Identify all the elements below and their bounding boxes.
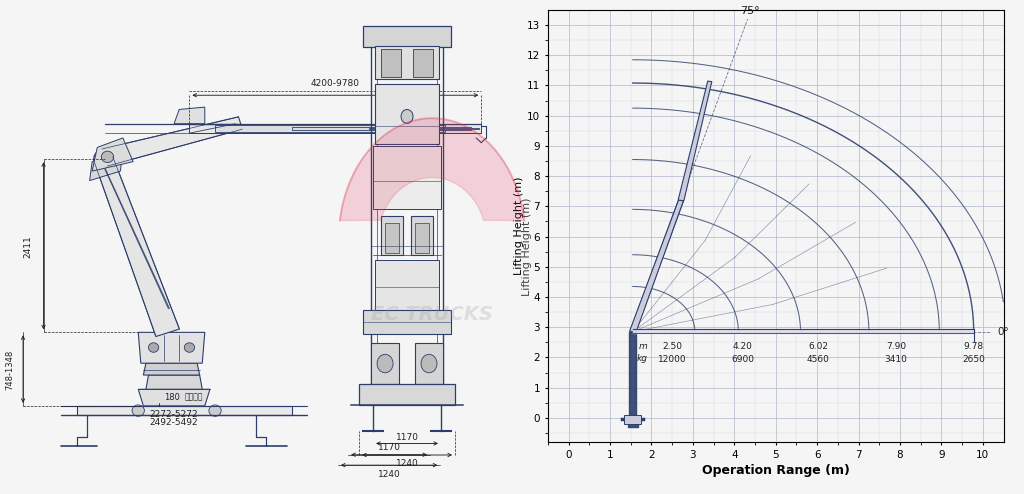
- Polygon shape: [143, 363, 200, 375]
- Text: 75°: 75°: [740, 6, 760, 16]
- Text: 1240: 1240: [395, 459, 419, 468]
- Text: 1170: 1170: [378, 443, 400, 452]
- Text: 1240: 1240: [378, 470, 400, 479]
- Text: kg: kg: [636, 354, 647, 363]
- Text: 6.02: 6.02: [808, 342, 828, 351]
- Text: 0°: 0°: [997, 327, 1009, 337]
- Polygon shape: [174, 107, 205, 124]
- Text: 4200-9780: 4200-9780: [311, 79, 359, 88]
- Text: 9.78: 9.78: [964, 342, 984, 351]
- Circle shape: [100, 155, 111, 164]
- Bar: [415, 343, 443, 384]
- Text: 180: 180: [164, 393, 180, 402]
- Y-axis label: Lifting Height (m): Lifting Height (m): [514, 177, 524, 275]
- Circle shape: [421, 354, 437, 373]
- Bar: [364, 310, 451, 333]
- Bar: [415, 223, 429, 253]
- Bar: [375, 260, 439, 310]
- Polygon shape: [101, 117, 243, 166]
- Polygon shape: [92, 138, 133, 171]
- Text: 2411: 2411: [24, 236, 33, 258]
- Polygon shape: [630, 200, 683, 332]
- Text: 3410: 3410: [885, 355, 907, 364]
- Polygon shape: [292, 126, 471, 130]
- Polygon shape: [215, 125, 445, 132]
- Bar: [413, 49, 433, 77]
- Polygon shape: [340, 118, 524, 220]
- Circle shape: [101, 151, 114, 163]
- Bar: [381, 216, 403, 255]
- Polygon shape: [138, 389, 210, 406]
- Bar: [371, 343, 399, 384]
- Text: 2650: 2650: [963, 355, 985, 364]
- Text: 6900: 6900: [731, 355, 754, 364]
- Bar: [373, 146, 441, 209]
- Bar: [377, 42, 437, 384]
- Bar: [385, 223, 399, 253]
- Bar: [375, 84, 439, 144]
- Polygon shape: [678, 81, 712, 201]
- Bar: [371, 33, 443, 394]
- Text: 大梁中心: 大梁中心: [184, 393, 203, 402]
- Text: 2272-5272: 2272-5272: [150, 410, 199, 419]
- Bar: [411, 216, 433, 255]
- Polygon shape: [138, 332, 205, 363]
- Polygon shape: [369, 128, 479, 129]
- Polygon shape: [94, 157, 179, 336]
- Text: 12000: 12000: [657, 355, 686, 364]
- Bar: [375, 46, 439, 80]
- Bar: [359, 384, 455, 405]
- Text: 1170: 1170: [395, 433, 419, 442]
- Polygon shape: [146, 375, 203, 389]
- Circle shape: [184, 343, 195, 352]
- Text: 2492-5492: 2492-5492: [150, 418, 199, 427]
- Text: 4560: 4560: [807, 355, 829, 364]
- Bar: [364, 26, 451, 47]
- Polygon shape: [189, 124, 481, 133]
- Text: m: m: [639, 342, 647, 351]
- Circle shape: [401, 110, 413, 124]
- Text: 2.50: 2.50: [663, 342, 682, 351]
- Circle shape: [209, 405, 221, 416]
- Polygon shape: [90, 152, 123, 181]
- Circle shape: [377, 354, 393, 373]
- Text: 7.90: 7.90: [886, 342, 906, 351]
- Circle shape: [94, 149, 117, 170]
- Circle shape: [148, 343, 159, 352]
- X-axis label: Operation Range (m): Operation Range (m): [701, 464, 850, 477]
- Text: 4.20: 4.20: [732, 342, 753, 351]
- Text: 748-1348: 748-1348: [6, 350, 14, 390]
- Text: EC TRUCKS: EC TRUCKS: [371, 305, 494, 324]
- Bar: [625, 415, 641, 424]
- Circle shape: [132, 405, 144, 416]
- Bar: [381, 49, 401, 77]
- Polygon shape: [77, 406, 292, 415]
- Text: Lifting Height (m): Lifting Height (m): [522, 198, 532, 296]
